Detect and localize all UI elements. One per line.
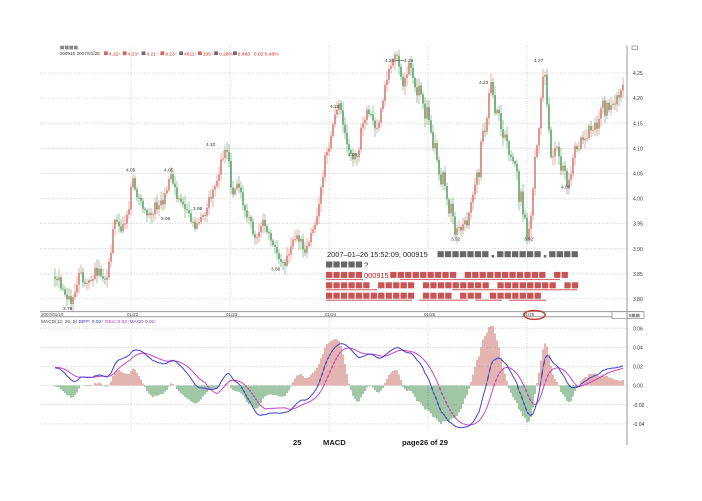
svg-text:3.90: 3.90 — [633, 247, 643, 253]
svg-text:3.78: 3.78 — [63, 306, 73, 312]
svg-text:-0.02: -0.02 — [633, 403, 645, 409]
svg-text:195↑: 195↑ — [203, 51, 214, 57]
svg-text:5: 5 — [629, 313, 632, 319]
svg-text:2007–01–26 15:52:09, 000915: 2007–01–26 15:52:09, 000915 — [327, 250, 428, 259]
svg-text:4.22↑: 4.22↑ — [109, 51, 121, 57]
svg-text:4.23: 4.23 — [479, 80, 489, 86]
svg-text:4.25: 4.25 — [633, 71, 643, 77]
svg-text:0.28%: 0.28% — [219, 51, 234, 57]
svg-text:3.92: 3.92 — [451, 237, 461, 243]
svg-text:000915: 000915 — [364, 271, 389, 280]
svg-text:0.06: 0.06 — [633, 326, 643, 332]
svg-text:25: 25 — [293, 438, 302, 447]
svg-text:4611↑: 4611↑ — [184, 51, 197, 57]
svg-text:4.28: 4.28 — [385, 58, 395, 64]
svg-text:0.02 0.48%: 0.02 0.48% — [254, 51, 279, 57]
svg-text:3.80: 3.80 — [633, 297, 643, 303]
svg-text:4.15: 4.15 — [633, 121, 643, 127]
svg-text:3.85: 3.85 — [633, 272, 643, 278]
svg-text:0.02: 0.02 — [633, 365, 643, 371]
svg-text:DEA: 0.02↑: DEA: 0.02↑ — [105, 319, 129, 325]
svg-text:4.00: 4.00 — [633, 197, 643, 203]
svg-text:4.05: 4.05 — [164, 168, 174, 174]
svg-text:4.05: 4.05 — [126, 168, 136, 174]
svg-text:4.05: 4.05 — [633, 172, 643, 178]
svg-text:01/26: 01/26 — [523, 312, 535, 317]
svg-text:3.95: 3.95 — [633, 222, 643, 228]
svg-text:9.486: 9.486 — [238, 51, 251, 57]
svg-text:4.09: 4.09 — [348, 152, 358, 158]
svg-text:page26 of 29: page26 of 29 — [402, 438, 448, 447]
svg-text:DIFF: 0.02↑: DIFF: 0.02↑ — [79, 319, 104, 325]
svg-text:3.86: 3.86 — [271, 267, 281, 273]
svg-text:4.27: 4.27 — [534, 58, 544, 64]
svg-text:4.19: 4.19 — [330, 104, 340, 110]
svg-text:?: ? — [364, 260, 368, 269]
svg-text:4.23↑: 4.23↑ — [165, 51, 177, 57]
svg-text:4.00: 4.00 — [561, 185, 571, 191]
svg-text:01/24: 01/24 — [325, 312, 337, 317]
svg-text:4.10: 4.10 — [206, 142, 216, 148]
svg-text:MACD: MACD — [323, 438, 346, 447]
svg-text:2007/01/19: 2007/01/19 — [41, 312, 64, 317]
svg-text:01/23: 01/23 — [226, 312, 238, 317]
svg-text:3.96: 3.96 — [161, 216, 171, 222]
svg-text:4.23↑: 4.23↑ — [128, 51, 140, 57]
svg-text:01/22: 01/22 — [127, 312, 139, 317]
svg-text:3.92: 3.92 — [524, 237, 534, 243]
svg-text:MACD(12, 26, 9): MACD(12, 26, 9) — [41, 319, 77, 325]
svg-text:0.00: 0.00 — [633, 384, 643, 390]
svg-text:4.10: 4.10 — [633, 146, 643, 152]
svg-text:000915 2007/01/26: 000915 2007/01/26 — [60, 51, 101, 56]
svg-text:4.21↑: 4.21↑ — [146, 51, 158, 57]
svg-text:3.98: 3.98 — [193, 206, 203, 212]
svg-text:-0.04: -0.04 — [633, 422, 645, 428]
svg-text:01/25: 01/25 — [424, 312, 436, 317]
svg-text:4.28: 4.28 — [404, 58, 414, 64]
svg-text:0.04: 0.04 — [633, 345, 643, 351]
svg-text:MACD 0.01↑: MACD 0.01↑ — [130, 319, 157, 325]
svg-text:4.20: 4.20 — [633, 96, 643, 102]
